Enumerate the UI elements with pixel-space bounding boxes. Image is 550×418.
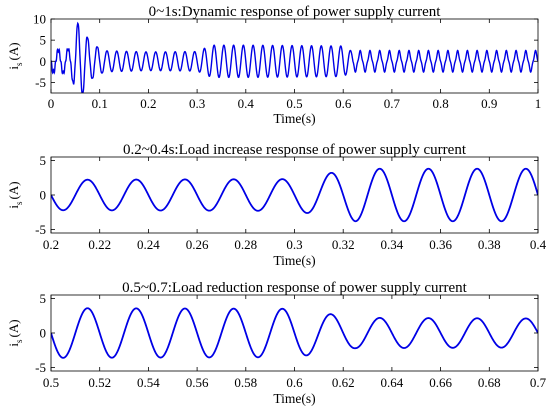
x-tick-label: 0.22	[88, 237, 111, 252]
x-tick-label: 0.5	[286, 96, 302, 111]
y-tick-label: 0	[40, 188, 47, 203]
y-label-main: i	[6, 205, 21, 209]
x-tick-label: 0.62	[332, 375, 355, 390]
y-label-main: i	[6, 66, 21, 70]
y-label-sub: s	[14, 201, 24, 205]
panel-2: 0.2~0.4s:Load increase response of power…	[6, 142, 547, 268]
x-tick-label: 0.7	[384, 96, 401, 111]
x-tick-label: 0.24	[137, 237, 160, 252]
y-axis-label: is (A)	[6, 181, 24, 208]
x-tick-label: 0.28	[234, 237, 257, 252]
panel-title: 0.5~0.7:Load reduction response of power…	[122, 280, 468, 296]
x-tick-label: 0.3	[189, 96, 205, 111]
x-tick-label: 0.36	[429, 237, 452, 252]
y-label-sub: s	[14, 62, 24, 66]
x-axis-label: Time(s)	[273, 111, 315, 126]
y-tick-label: 5	[40, 291, 47, 306]
x-tick-label: 0.5	[43, 375, 59, 390]
y-label-sub: s	[14, 339, 24, 343]
y-tick-label: -5	[35, 360, 46, 375]
x-tick-label: 0.54	[137, 375, 160, 390]
y-tick-label: 0	[40, 54, 47, 69]
y-tick-label: 10	[33, 12, 46, 27]
x-tick-label: 0.38	[478, 237, 501, 252]
x-tick-label: 0.8	[432, 96, 448, 111]
x-tick-label: 0.2	[43, 237, 59, 252]
panel-title: 0.2~0.4s:Load increase response of power…	[123, 142, 467, 158]
x-tick-label: 0.52	[88, 375, 111, 390]
x-tick-label: 0.56	[186, 375, 209, 390]
x-axis-label: Time(s)	[273, 253, 315, 268]
y-label-unit: (A)	[6, 181, 21, 199]
panel-3: 0.5~0.7:Load reduction response of power…	[6, 280, 547, 406]
y-tick-label: 5	[40, 153, 47, 168]
x-tick-label: 0.32	[332, 237, 355, 252]
y-tick-label: -5	[35, 222, 46, 237]
y-label-unit: (A)	[6, 42, 21, 60]
y-tick-label: 5	[40, 33, 47, 48]
x-tick-label: 0.3	[286, 237, 302, 252]
current-series-line	[51, 21, 538, 93]
panel-1: 0~1s:Dynamic response of power supply cu…	[6, 4, 541, 126]
x-tick-label: 0.6	[335, 96, 352, 111]
x-tick-label: 0.4	[530, 237, 547, 252]
x-tick-label: 0.9	[481, 96, 497, 111]
x-tick-label: 0.64	[381, 375, 404, 390]
x-tick-label: 0.1	[92, 96, 108, 111]
y-axis-label: is (A)	[6, 319, 24, 346]
current-series-line	[51, 167, 538, 223]
x-tick-label: 0.58	[234, 375, 257, 390]
x-axis-label: Time(s)	[273, 391, 315, 406]
x-tick-label: 0.7	[530, 375, 547, 390]
x-tick-label: 0.26	[186, 237, 209, 252]
x-tick-label: 0.2	[140, 96, 156, 111]
x-tick-label: 0	[48, 96, 55, 111]
y-label-unit: (A)	[6, 319, 21, 337]
y-axis-label: is (A)	[6, 42, 24, 69]
x-tick-label: 0.6	[286, 375, 303, 390]
panel-title: 0~1s:Dynamic response of power supply cu…	[149, 4, 442, 20]
x-tick-label: 0.4	[238, 96, 255, 111]
x-tick-label: 1	[535, 96, 542, 111]
x-tick-label: 0.68	[478, 375, 501, 390]
current-series-line	[51, 307, 538, 359]
x-tick-label: 0.34	[381, 237, 404, 252]
y-tick-label: 0	[40, 326, 47, 341]
x-tick-label: 0.66	[429, 375, 452, 390]
y-tick-label: -5	[35, 75, 46, 90]
y-label-main: i	[6, 343, 21, 347]
